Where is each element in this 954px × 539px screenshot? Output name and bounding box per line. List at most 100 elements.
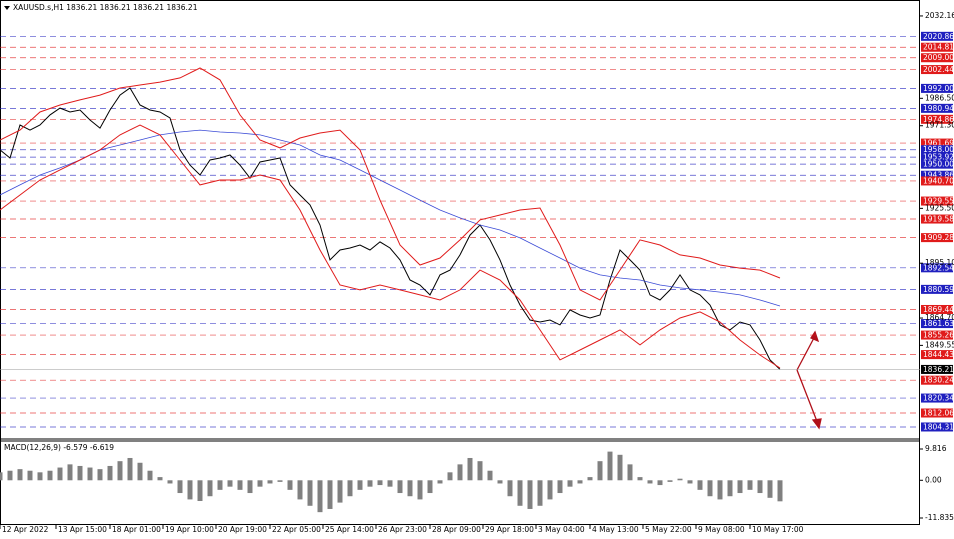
- series-line: [0, 124, 781, 369]
- level-box: [921, 422, 953, 432]
- level-label: 1892.54: [923, 263, 954, 272]
- level-label: 1974.86: [923, 115, 954, 124]
- macd-bar: [527, 480, 533, 509]
- level-box: [921, 42, 953, 52]
- y-tick-label: 1986.50: [925, 93, 954, 102]
- macd-bar: [237, 480, 243, 490]
- macd-bar: [497, 480, 503, 484]
- level-box: [921, 65, 953, 75]
- level-box: [921, 83, 953, 93]
- macd-bar: [337, 480, 343, 503]
- level-label: 1940.70: [923, 176, 954, 185]
- macd-bar: [57, 467, 63, 481]
- macd-bar: [0, 472, 3, 481]
- x-tick-label: 28 Apr 09:00: [432, 525, 481, 534]
- x-tick-label: 9 May 08:00: [698, 525, 745, 534]
- y-tick-label: 1864.70: [925, 313, 954, 322]
- macd-bar: [167, 480, 173, 484]
- macd-bar: [377, 480, 383, 486]
- y-tick-label: 1925.50: [925, 203, 954, 212]
- macd-bar: [347, 480, 353, 497]
- macd-bar: [747, 480, 753, 490]
- macd-bar: [657, 480, 663, 486]
- level-box: [921, 375, 953, 385]
- macd-bar: [487, 470, 493, 481]
- macd-bar: [467, 457, 473, 481]
- level-label: 2002.44: [923, 65, 954, 74]
- macd-bar: [667, 480, 673, 482]
- y-tick-label: 1971.30: [925, 121, 954, 130]
- level-label: 1943.86: [923, 171, 954, 180]
- x-tick-label: 4 May 13:00: [592, 525, 639, 534]
- series-line: [0, 87, 781, 370]
- level-label: 1812.06: [923, 408, 954, 417]
- macd-bar: [447, 472, 453, 481]
- macd-bar: [647, 480, 653, 484]
- macd-bar: [77, 465, 83, 481]
- macd-bar: [7, 470, 13, 481]
- macd-bar: [37, 472, 43, 481]
- level-box: [921, 214, 953, 224]
- macd-bar: [707, 480, 713, 497]
- level-box: [921, 263, 953, 273]
- x-tick-label: 13 Apr 15:00: [58, 525, 107, 534]
- x-tick-label: 26 Apr 23:00: [378, 525, 427, 534]
- level-label: 2014.81: [923, 43, 954, 52]
- level-label: 1980.94: [923, 104, 954, 113]
- level-label: 1861.63: [923, 319, 954, 328]
- x-tick-label: 10 May 17:00: [752, 525, 804, 534]
- level-box: [921, 330, 953, 340]
- macd-bar: [187, 480, 193, 500]
- macd-bar: [47, 470, 53, 481]
- macd-bar: [577, 480, 583, 484]
- x-tick-label: 18 Apr 01:00: [112, 525, 161, 534]
- macd-bar: [17, 469, 23, 481]
- level-box: [921, 159, 953, 169]
- macd-bar: [367, 480, 373, 487]
- menu-arrow[interactable]: [4, 6, 10, 10]
- level-label: 1992.00: [923, 84, 954, 93]
- last-price-box: [921, 364, 953, 374]
- macd-bar: [427, 480, 433, 494]
- level-label: 2020.86: [923, 32, 954, 41]
- macd-bar: [197, 480, 203, 502]
- level-box: [921, 393, 953, 403]
- macd-bar: [587, 477, 593, 481]
- macd-bar: [257, 480, 263, 487]
- x-tick-label: 3 May 04:00: [538, 525, 585, 534]
- macd-bar: [87, 467, 93, 481]
- macd-bar: [297, 480, 303, 500]
- macd-bar: [317, 480, 323, 513]
- macd-bar: [357, 480, 363, 490]
- macd-bar: [437, 480, 443, 484]
- level-label: 1950.00: [923, 160, 954, 169]
- macd-bar: [567, 480, 573, 487]
- level-box: [921, 304, 953, 314]
- macd-bar: [677, 478, 683, 481]
- level-box: [921, 152, 953, 162]
- macd-bar: [407, 480, 413, 497]
- y-tick-label: 9.816: [925, 444, 947, 453]
- macd-bar: [117, 461, 123, 481]
- macd-bar: [517, 480, 523, 506]
- level-label: 1919.58: [923, 215, 954, 224]
- macd-bar: [697, 480, 703, 490]
- y-tick-label: 1895.10: [925, 258, 954, 267]
- macd-bar: [727, 480, 733, 497]
- series-line: [0, 129, 781, 307]
- macd-bar: [177, 480, 183, 494]
- level-label: 1804.31: [923, 422, 954, 431]
- level-label: 1958.00: [923, 145, 954, 154]
- macd-bar: [627, 464, 633, 481]
- level-box: [921, 114, 953, 124]
- last-price-label: 1836.21: [923, 365, 954, 374]
- y-tick-label: 2032.16: [925, 11, 954, 20]
- macd-bar: [617, 454, 623, 481]
- macd-bar: [457, 464, 463, 481]
- macd-bar: [27, 470, 33, 481]
- macd-bar: [607, 451, 613, 481]
- macd-bar: [307, 480, 313, 506]
- macd-bar: [537, 480, 543, 506]
- macd-bar: [287, 480, 293, 490]
